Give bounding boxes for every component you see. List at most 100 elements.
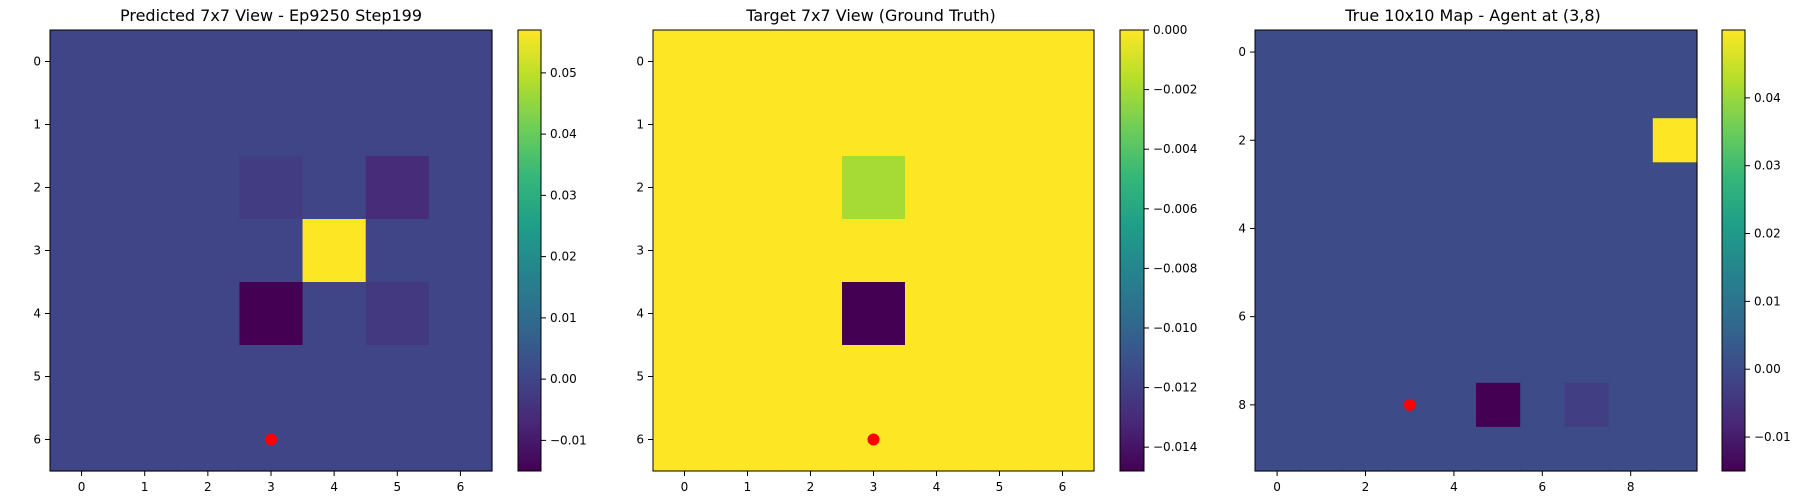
- heatmap-cell: [1652, 162, 1698, 207]
- heatmap-cell: [176, 219, 241, 283]
- heatmap-cell: [1343, 118, 1389, 163]
- y-tick-label: 4: [33, 307, 41, 321]
- heatmap-cell: [1476, 118, 1521, 163]
- colorbar-tick-label: 0.01: [550, 311, 577, 325]
- heatmap-cell: [1476, 426, 1521, 472]
- x-tick-label: 6: [1059, 480, 1067, 494]
- x-tick-label: 3: [870, 480, 878, 494]
- heatmap-cell: [428, 156, 493, 220]
- heatmap-cell: [1387, 294, 1433, 340]
- heatmap-cell: [1652, 74, 1698, 119]
- heatmap-cell: [1564, 250, 1610, 296]
- heatmap-cell: [1431, 118, 1477, 163]
- heatmap-cell: [905, 345, 969, 409]
- y-tick-label: 6: [1238, 310, 1246, 324]
- heatmap-cell: [176, 30, 241, 94]
- heatmap-cell: [653, 345, 717, 409]
- heatmap-cell: [716, 30, 780, 94]
- heatmap-cell: [176, 156, 241, 220]
- colorbar-gradient: [1721, 29, 1746, 472]
- x-tick-label: 3: [267, 480, 275, 494]
- heatmap-cell: [1255, 162, 1300, 207]
- colorbar-gradient: [1119, 29, 1145, 472]
- heatmap-cell: [1608, 206, 1654, 252]
- heatmap-cell: [50, 30, 114, 94]
- heatmap-cell: [842, 219, 906, 283]
- heatmap-cell: [1608, 162, 1654, 207]
- y-tick-label: 3: [636, 244, 644, 258]
- colorbar: −0.01 0.00 0.01 0.02 0.03 0.04 0.05: [517, 29, 587, 472]
- heatmap-cell: [1608, 250, 1654, 296]
- heatmap-cell: [905, 219, 969, 283]
- heatmap-cell: [365, 156, 430, 220]
- heatmap-cell: [905, 93, 969, 157]
- heatmap-cells: [50, 30, 493, 472]
- heatmap-cell: [1652, 30, 1698, 75]
- heatmap-cell: [1255, 206, 1300, 252]
- colorbar-tick-label: −0.002: [1153, 83, 1197, 97]
- heatmap-cell: [428, 93, 493, 157]
- heatmap-cell: [716, 408, 780, 472]
- heatmap-cell: [779, 93, 843, 157]
- x-tick-label: 2: [1362, 480, 1370, 494]
- heatmap-cell: [239, 30, 304, 94]
- heatmap-cell: [1520, 118, 1565, 163]
- heatmap-cell: [176, 282, 241, 346]
- colorbar-tick-label: 0.04: [1754, 91, 1781, 105]
- heatmap-cell: [1564, 118, 1610, 163]
- heatmap-cell: [1255, 426, 1300, 472]
- heatmap-cell: [1476, 382, 1521, 428]
- colorbar-tick-label: −0.010: [1153, 321, 1197, 335]
- colorbar-tick-label: 0.02: [1754, 227, 1781, 241]
- heatmap-cell: [1031, 156, 1095, 220]
- heatmap-cell: [1520, 426, 1565, 472]
- heatmap-cell: [365, 345, 430, 409]
- heatmap-cell: [302, 30, 367, 94]
- heatmap-cell: [50, 156, 114, 220]
- y-tick-label: 2: [636, 181, 644, 195]
- heatmap-cell: [1343, 206, 1389, 252]
- y-axis: 0 1 2 3 4 5 6: [33, 55, 50, 447]
- colorbar-tick-label: 0.04: [550, 127, 577, 141]
- heatmap-cell: [1387, 206, 1433, 252]
- heatmap-cell: [1564, 294, 1610, 340]
- colorbar-tick-label: 0.000: [1153, 23, 1187, 37]
- heatmap-cell: [1031, 282, 1095, 346]
- y-tick-label: 0: [33, 55, 41, 69]
- heatmap-cell: [1608, 338, 1654, 384]
- heatmap-cell: [1387, 250, 1433, 296]
- heatmap-cell: [113, 282, 177, 346]
- heatmap-cell: [653, 156, 717, 220]
- x-tick-label: 6: [1538, 480, 1546, 494]
- heatmap-cell: [842, 30, 906, 94]
- y-tick-label: 4: [636, 307, 644, 321]
- heatmap-cell: [50, 282, 114, 346]
- x-tick-label: 4: [330, 480, 338, 494]
- heatmap-cell: [113, 93, 177, 157]
- heatmap-cell: [779, 219, 843, 283]
- heatmap-cell: [302, 408, 367, 472]
- heatmap-cell: [1255, 338, 1300, 384]
- panel-true-map: True 10x10 Map - Agent at (3,8) 0 2 4 6 8 0 2…: [1238, 6, 1790, 494]
- y-tick-label: 5: [33, 370, 41, 384]
- colorbar: 0.000 −0.002 −0.004 −0.006 −0.008 −0.010 −0.01…: [1119, 23, 1197, 472]
- x-tick-label: 0: [1273, 480, 1281, 494]
- heatmap-cell: [905, 408, 969, 472]
- heatmap-cell: [365, 30, 430, 94]
- heatmap-cell: [1608, 294, 1654, 340]
- heatmap-cell: [1431, 338, 1477, 384]
- heatmap-cell: [653, 93, 717, 157]
- heatmap-cell: [1343, 30, 1389, 75]
- heatmap-cell: [1387, 30, 1433, 75]
- heatmap-cell: [50, 93, 114, 157]
- heatmap-cell: [1476, 338, 1521, 384]
- heatmap-cell: [113, 345, 177, 409]
- heatmap-cell: [1652, 250, 1698, 296]
- heatmap-cell: [1476, 206, 1521, 252]
- heatmap-cell: [239, 219, 304, 283]
- axes-frame: [1254, 29, 1698, 472]
- heatmap-cell: [653, 408, 717, 472]
- y-tick-label: 2: [33, 181, 41, 195]
- heatmap-cell: [1299, 118, 1344, 163]
